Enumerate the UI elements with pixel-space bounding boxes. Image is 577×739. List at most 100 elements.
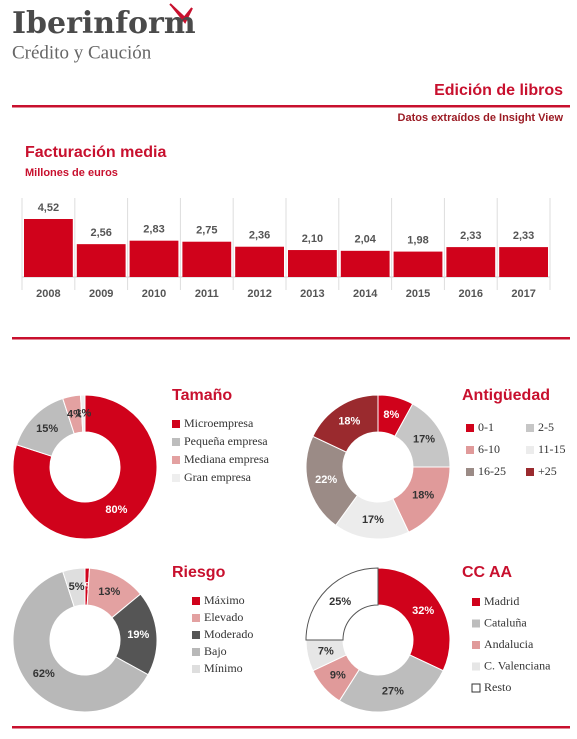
bar [446, 247, 496, 277]
pie-slice [12, 394, 158, 540]
bar [499, 247, 548, 277]
legend-label: Bajo [204, 644, 227, 658]
value-label: 2,33 [460, 230, 481, 242]
legend-label: Cataluña [484, 615, 527, 629]
value-label: 18% [412, 490, 434, 502]
value-label: 9% [330, 669, 346, 681]
value-label: 2,36 [249, 230, 270, 242]
chart-title: CC AA [462, 564, 513, 581]
legend-swatch [472, 619, 480, 628]
legend-swatch [471, 683, 481, 693]
value-label: 2,83 [143, 224, 164, 236]
value-label: 15% [36, 423, 58, 435]
legend-swatch [172, 474, 180, 482]
chart-subtitle: Millones de euros [25, 167, 118, 179]
bar [393, 251, 443, 277]
bar [129, 240, 179, 277]
page-subtitle: Datos extraídos de Insight View [398, 112, 564, 124]
legend-label: 16-25 [478, 464, 506, 478]
chart-title: Antigüedad [462, 387, 550, 404]
value-label: 5% [69, 581, 85, 593]
value-label: 2,33 [513, 230, 534, 242]
legend-label: Madrid [484, 594, 519, 608]
legend-label: Andalucia [484, 637, 534, 651]
x-tick-label: 2016 [459, 288, 483, 300]
value-label: 18% [338, 416, 360, 428]
value-label: 25% [329, 596, 351, 608]
value-label: 80% [105, 504, 127, 516]
legend-swatch [466, 446, 474, 454]
legend-label: Máximo [204, 593, 245, 607]
legend-swatch [526, 468, 534, 476]
pie-slice [305, 435, 359, 526]
legend-swatch [192, 597, 200, 605]
legend-swatch [192, 631, 200, 639]
legend-label: 11-15 [538, 442, 566, 456]
value-label: 62% [33, 668, 55, 680]
legend-swatch [172, 438, 180, 446]
legend-swatch [526, 446, 534, 454]
value-label: 19% [127, 629, 149, 641]
pie-slice [312, 394, 379, 453]
value-label: 4,52 [38, 202, 59, 214]
chart-title: Facturación media [25, 144, 166, 161]
divider [12, 337, 570, 340]
x-tick-label: 2014 [353, 288, 378, 300]
page-title: Edición de libros [434, 82, 563, 99]
x-tick-label: 2015 [406, 288, 430, 300]
value-label: 13% [98, 586, 120, 598]
bar [235, 246, 284, 277]
chart-title: Riesgo [172, 564, 226, 581]
legend-swatch [466, 424, 474, 432]
value-label: 4% [67, 408, 83, 420]
legend-label: +25 [538, 464, 557, 478]
x-tick-label: 2011 [195, 288, 219, 300]
divider [12, 726, 570, 729]
legend-swatch [472, 662, 480, 671]
x-tick-label: 2017 [511, 288, 535, 300]
legend-swatch [172, 420, 180, 428]
pie-slice [377, 567, 451, 672]
pie-slice [305, 567, 379, 641]
bar [288, 250, 337, 277]
legend-swatch [472, 641, 480, 649]
bar [182, 241, 232, 277]
legend-swatch [192, 665, 200, 673]
value-label: 1,98 [407, 234, 428, 246]
tagline: Crédito y Caución [12, 42, 152, 63]
bar [340, 250, 390, 277]
chart-title: Tamaño [172, 387, 232, 404]
legend-label: Gran empresa [184, 470, 252, 484]
x-tick-label: 2009 [89, 288, 113, 300]
value-label: 22% [315, 474, 337, 486]
value-label: 1% [75, 407, 91, 419]
value-label: 17% [362, 514, 384, 526]
legend-label: Resto [484, 680, 511, 694]
x-tick-label: 2010 [142, 288, 166, 300]
legend-swatch [466, 468, 474, 476]
legend-swatch [172, 456, 180, 464]
value-label: 2,04 [354, 234, 376, 246]
legend-label: 2-5 [538, 420, 554, 434]
legend-label: Pequeña empresa [184, 434, 268, 448]
legend-label: C. Valenciana [484, 658, 551, 672]
brand: Iberinform [12, 6, 196, 41]
pie-slice [12, 570, 149, 713]
divider [12, 105, 570, 108]
value-label: 2,10 [302, 233, 323, 245]
value-label: 17% [413, 434, 435, 446]
pie-slice [338, 654, 444, 713]
logo-mark [169, 3, 193, 24]
bar [76, 244, 126, 277]
legend-label: Mínimo [204, 661, 243, 675]
legend-label: Mediana empresa [184, 452, 270, 466]
value-label: 32% [412, 605, 434, 617]
legend-label: 0-1 [478, 420, 494, 434]
x-tick-label: 2012 [247, 288, 271, 300]
value-label: 2,56 [90, 227, 111, 239]
legend-label: 6-10 [478, 442, 500, 456]
value-label: 2,75 [196, 225, 217, 237]
legend-swatch [192, 648, 200, 656]
